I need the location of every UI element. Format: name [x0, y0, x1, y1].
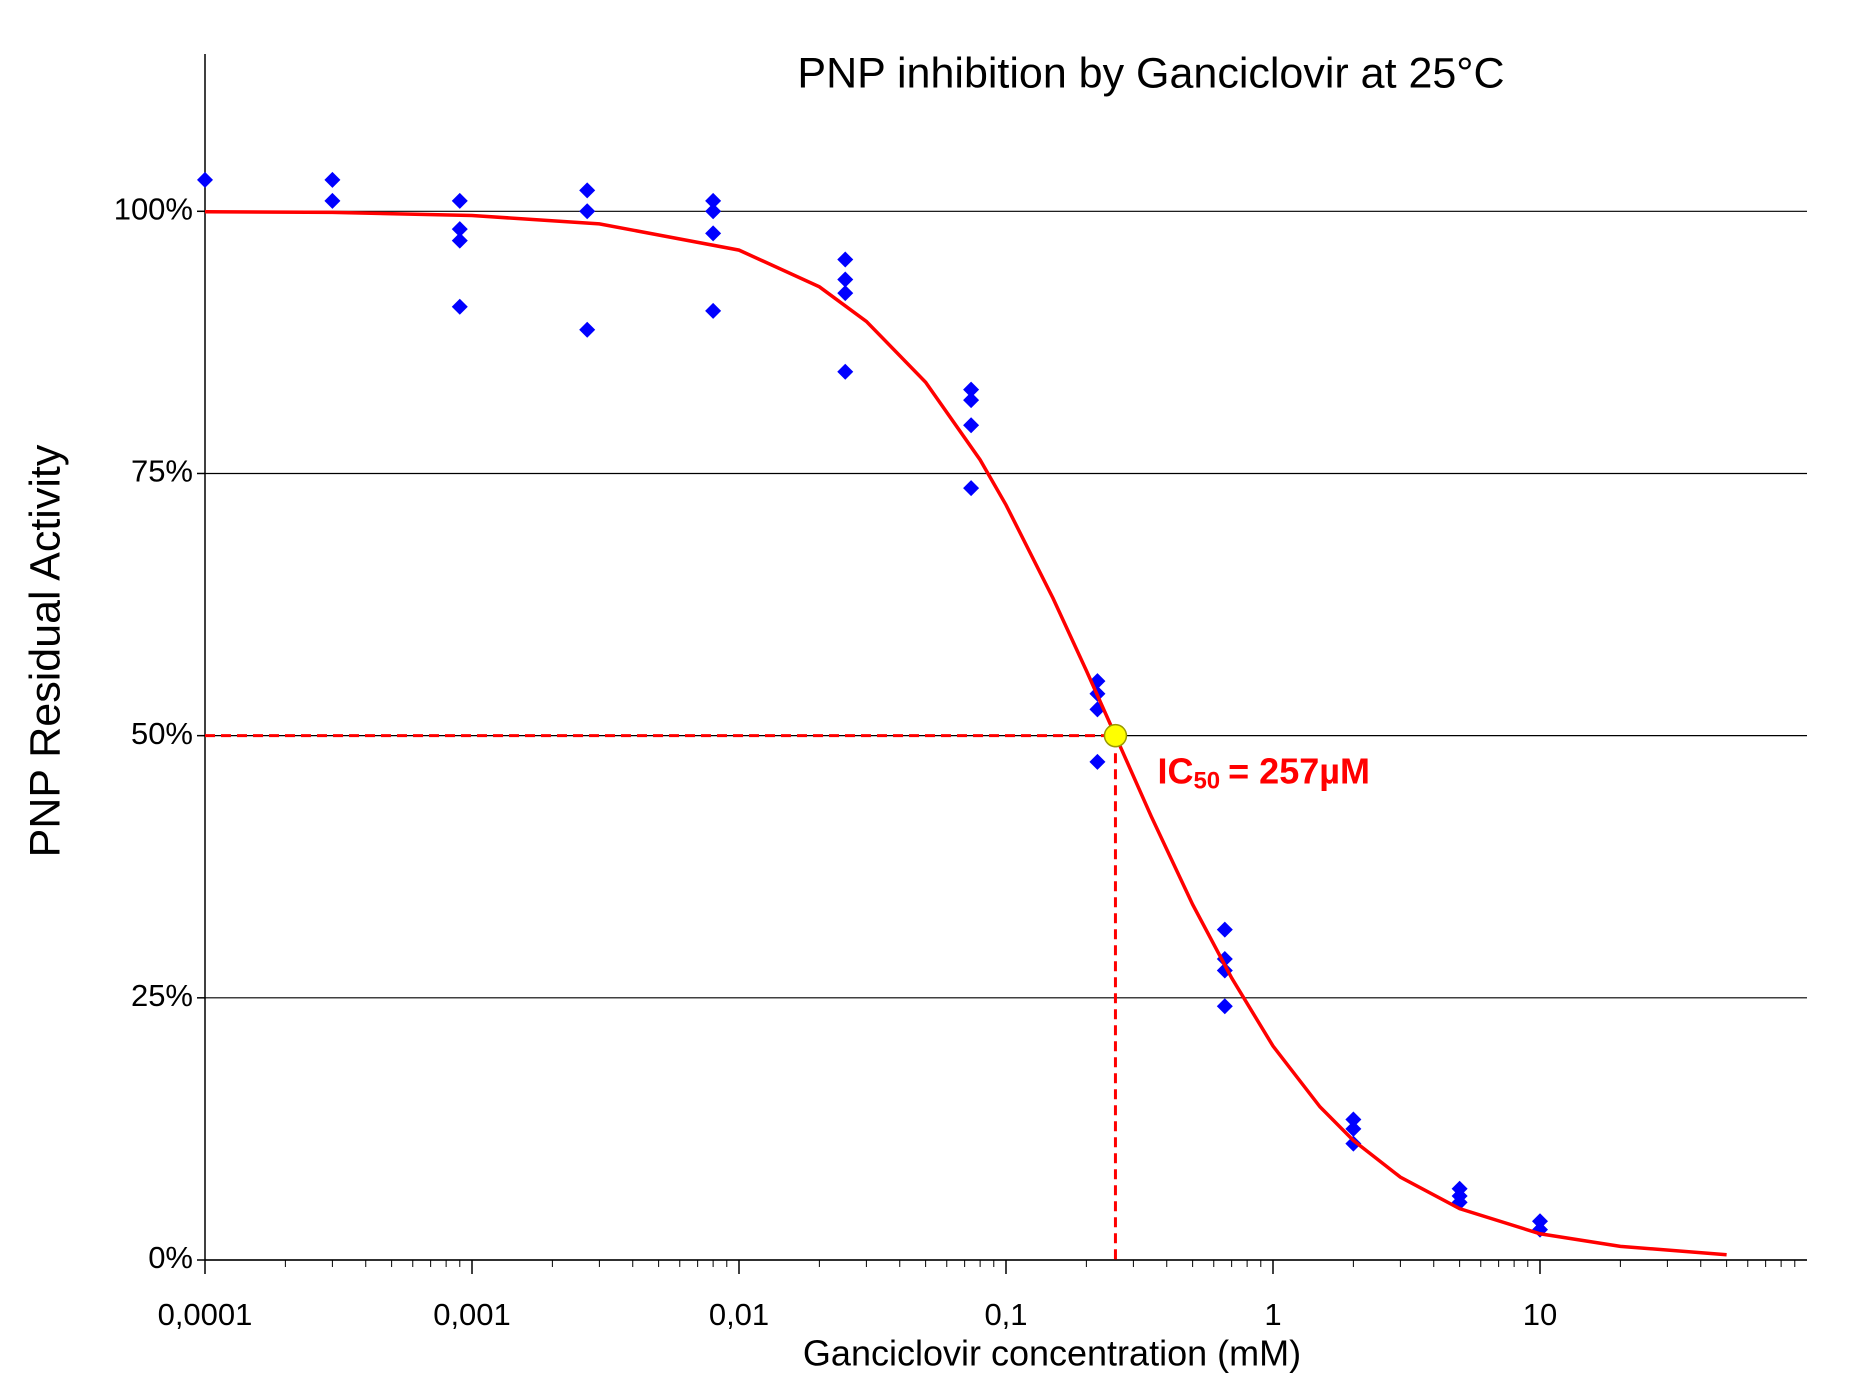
data-point [579, 203, 596, 220]
y-tick-label: 75% [131, 454, 193, 489]
data-point [1345, 1135, 1362, 1152]
data-point [963, 392, 980, 409]
data-point [837, 251, 854, 268]
data-point [579, 182, 596, 199]
y-axis-label: PNP Residual Activity [21, 444, 69, 857]
y-tick-label: 100% [114, 191, 193, 226]
data-point [705, 192, 722, 209]
x-tick-label: 0,0001 [158, 1297, 253, 1332]
x-tick-label: 1 [1264, 1297, 1281, 1332]
data-point [451, 192, 468, 209]
data-point [451, 298, 468, 315]
data-point [963, 417, 980, 434]
x-tick-label: 0,001 [433, 1297, 511, 1332]
data-point [705, 225, 722, 242]
ic50-text: IC [1157, 750, 1193, 791]
ic50-subscript: 50 [1193, 768, 1220, 795]
x-tick-label: 0,01 [709, 1297, 769, 1332]
data-point [705, 203, 722, 220]
ic50-value: = 257µM [1228, 750, 1370, 791]
chart-title: PNP inhibition by Ganciclovir at 25°C [797, 49, 1504, 97]
data-point [197, 171, 213, 188]
x-tick-label: 10 [1523, 1297, 1557, 1332]
data-point [451, 221, 468, 238]
data-point [963, 381, 980, 398]
data-point [1216, 921, 1233, 938]
data-point [837, 271, 854, 288]
data-point [837, 285, 854, 302]
ic50-label: IC50 = 257µM [1157, 750, 1370, 795]
data-point [1345, 1120, 1362, 1137]
y-tick-label: 50% [131, 716, 193, 751]
data-point [1532, 1213, 1548, 1230]
data-point [324, 171, 341, 188]
ic50-point [1103, 723, 1128, 748]
x-tick-label: 0,1 [984, 1297, 1027, 1332]
x-axis-label: Ganciclovir concentration (mM) [803, 1333, 1301, 1373]
y-tick-label: 0% [148, 1240, 193, 1275]
fit-curve [204, 209, 1727, 1257]
data-point [324, 192, 341, 209]
y-tick-label: 25% [131, 978, 193, 1013]
data-point [963, 480, 980, 497]
data-point [705, 302, 722, 319]
data-point [1089, 753, 1106, 770]
data-point [579, 321, 596, 338]
data-point [1216, 998, 1233, 1015]
data-point [451, 232, 468, 249]
data-point [837, 363, 854, 380]
data-point [1345, 1111, 1362, 1128]
